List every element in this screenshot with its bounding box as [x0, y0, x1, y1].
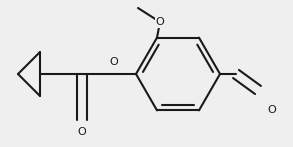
Text: O: O: [110, 57, 118, 67]
Text: O: O: [268, 105, 276, 115]
Text: O: O: [156, 17, 164, 27]
Text: O: O: [78, 127, 86, 137]
